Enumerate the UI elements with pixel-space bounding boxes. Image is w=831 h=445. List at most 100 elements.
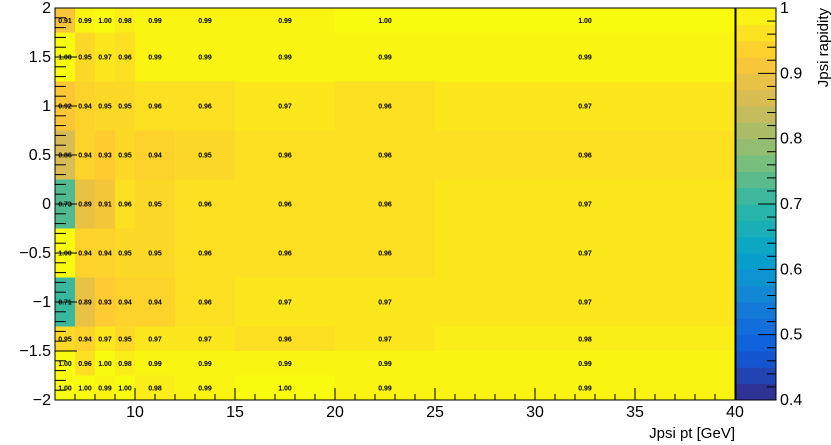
cell-value-label: 0.94 — [78, 336, 92, 343]
cell-value-label: 0.94 — [78, 104, 92, 111]
heatmap-cell — [335, 179, 435, 229]
heatmap-cell — [115, 351, 135, 376]
heatmap-cell — [335, 228, 435, 278]
cell-value-label: 0.96 — [278, 202, 292, 209]
x-axis-ticks: 10 15 20 25 30 35 40 — [54, 388, 744, 421]
heatmap-cell — [75, 8, 95, 33]
cell-value-label: 0.97 — [578, 202, 592, 209]
cell-value-label: 0.96 — [278, 153, 292, 160]
heatmap-cell — [115, 8, 135, 33]
cell-value-label: 1.00 — [58, 55, 72, 62]
heatmap-cell — [335, 81, 435, 131]
cell-value-label: 1.00 — [98, 361, 112, 368]
heatmap-cell — [175, 32, 235, 82]
heatmap-cell — [435, 32, 735, 82]
heatmap-cell — [435, 277, 735, 327]
heatmap-cell — [95, 277, 115, 327]
cell-value-label: 0.71 — [58, 300, 72, 307]
cell-value-label: 0.92 — [58, 104, 72, 111]
cell-value-label: 0.94 — [148, 300, 162, 307]
heatmap-cell — [135, 228, 175, 278]
cell-value-label: 0.98 — [118, 361, 132, 368]
cell-value-label: 0.99 — [148, 55, 162, 62]
colorbar-segment — [736, 171, 776, 189]
colorbar-tick-label: 0.6 — [780, 261, 802, 278]
cell-value-label: 0.99 — [378, 55, 392, 62]
colorbar-segment — [736, 285, 776, 303]
cell-value-label: 0.95 — [198, 153, 212, 160]
heatmap-cell — [115, 277, 135, 327]
colorbar-segment — [736, 187, 776, 205]
heatmap-cell — [135, 130, 175, 180]
heatmap-cell — [175, 277, 235, 327]
heatmap-cells — [55, 8, 735, 400]
heatmap-cell — [235, 375, 335, 400]
heatmap-cell — [175, 351, 235, 376]
colorbar-segment — [736, 8, 776, 25]
heatmap-cell — [95, 351, 115, 376]
cell-value-label: 1.00 — [578, 18, 592, 25]
y-tick-label: 1 — [42, 98, 51, 115]
heatmap-cell — [435, 130, 735, 180]
heatmap-cell — [115, 375, 135, 400]
cell-value-label: 0.94 — [78, 153, 92, 160]
heatmap-cell — [175, 326, 235, 351]
colorbar-segment — [736, 351, 776, 368]
cell-value-label: 0.97 — [578, 251, 592, 258]
cell-value-label: 0.86 — [58, 153, 72, 160]
cell-value-label: 0.96 — [578, 153, 592, 160]
heatmap-cell — [75, 179, 95, 229]
cell-value-label: 0.94 — [78, 251, 92, 258]
cell-value-label: 0.97 — [578, 300, 592, 307]
heatmap-cell — [135, 277, 175, 327]
colorbar-segment — [736, 89, 776, 107]
colorbar-segment — [736, 73, 776, 91]
colorbar-tick-label: 0.9 — [780, 65, 802, 82]
cell-value-label: 0.95 — [118, 104, 132, 111]
cell-value-label: 0.97 — [98, 55, 112, 62]
cell-value-label: 1.00 — [58, 385, 72, 392]
cell-value-label: 0.99 — [98, 385, 112, 392]
heatmap-cell — [175, 179, 235, 229]
cell-value-label: 0.97 — [378, 336, 392, 343]
heatmap-cell — [55, 351, 75, 376]
cell-value-label: 0.99 — [198, 361, 212, 368]
cell-value-label: 0.96 — [378, 104, 392, 111]
heatmap-cell — [115, 130, 135, 180]
heatmap-cell — [95, 228, 115, 278]
cell-value-label: 0.97 — [578, 104, 592, 111]
heatmap-cell — [175, 228, 235, 278]
cell-value-label: 0.95 — [148, 202, 162, 209]
colorbar-segment — [736, 40, 776, 58]
x-tick-label: 20 — [326, 404, 344, 421]
cell-value-label: 0.99 — [198, 385, 212, 392]
cell-value-labels: 1.00 1.00 0.99 1.00 0.98 0.99 1.00 0.99 0.99 1.00… — [58, 18, 592, 393]
heatmap-cell — [335, 375, 435, 400]
colorbar-title: Jpsi rapidity — [815, 8, 831, 88]
heatmap-cell — [75, 326, 95, 351]
heatmap-cell — [55, 326, 75, 351]
heatmap-cell — [435, 228, 735, 278]
y-tick-label: 0 — [42, 196, 51, 213]
heatmap-cell — [115, 179, 135, 229]
cell-value-label: 0.96 — [148, 104, 162, 111]
colorbar-tick-label: 0.8 — [780, 131, 802, 148]
heatmap-cell — [175, 130, 235, 180]
colorbar-segment — [736, 253, 776, 270]
cell-value-label: 0.95 — [118, 153, 132, 160]
heatmap-cell — [435, 375, 735, 400]
heatmap-cell — [95, 8, 115, 33]
heatmap-cell — [435, 179, 735, 229]
cell-value-label: 0.96 — [198, 202, 212, 209]
colorbar-segment — [736, 122, 776, 140]
colorbar-segment — [736, 334, 776, 352]
cell-value-label: 0.96 — [378, 153, 392, 160]
y-tick-label: −1 — [33, 294, 51, 311]
colorbar-segment — [736, 302, 776, 319]
cell-value-label: 0.95 — [98, 104, 112, 111]
cell-value-label: 0.96 — [198, 300, 212, 307]
colorbar-segment — [736, 57, 776, 74]
colorbar-segment — [736, 220, 776, 238]
cell-value-label: 0.96 — [78, 361, 92, 368]
cell-value-label: 1.00 — [118, 385, 132, 392]
